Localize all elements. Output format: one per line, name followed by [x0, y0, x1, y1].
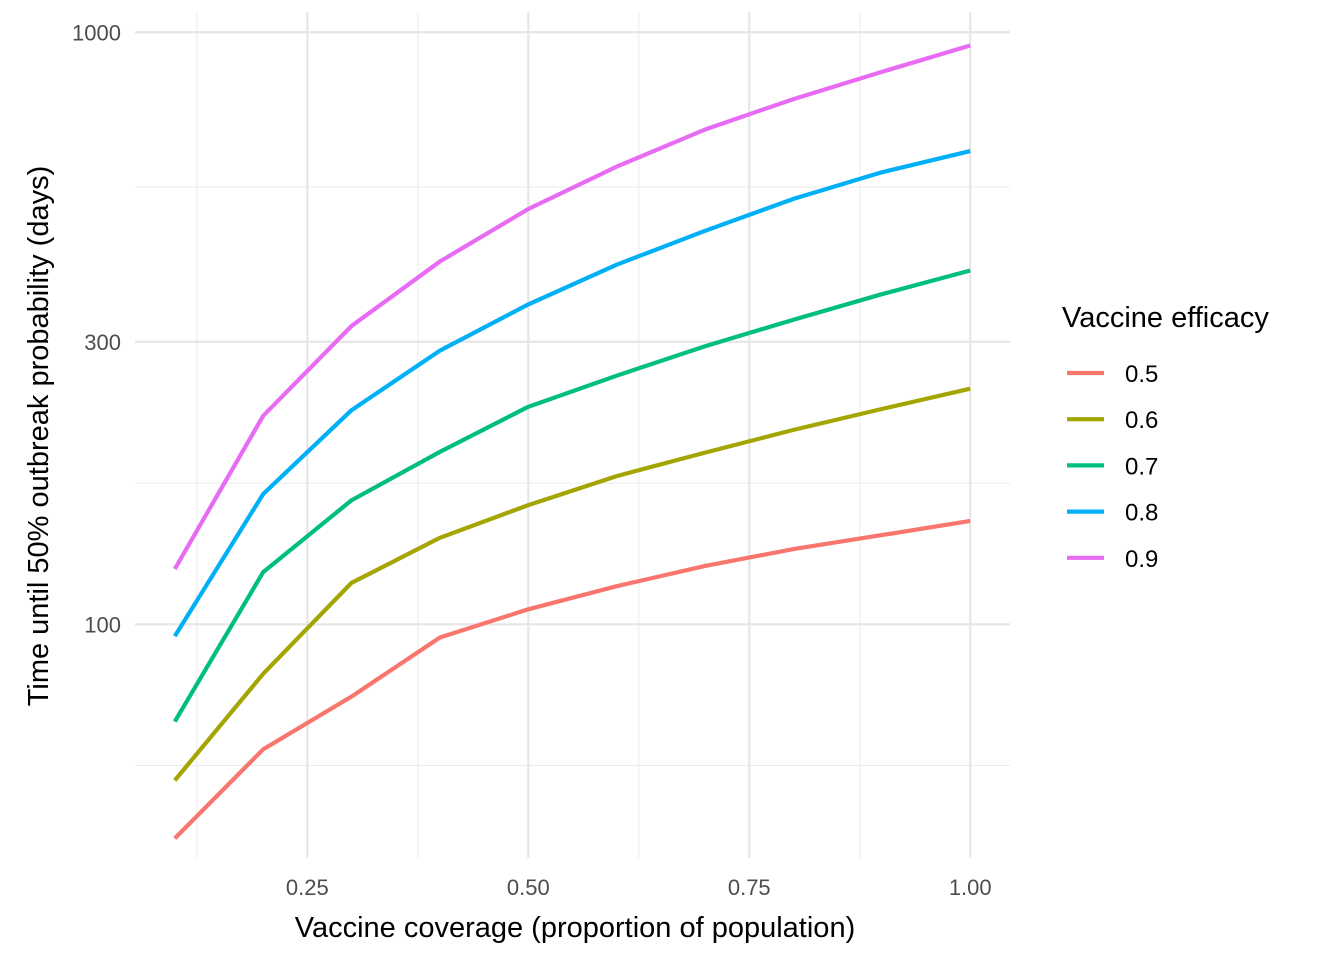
series-line-0-9 — [172, 43, 971, 571]
series-line-0-7 — [172, 268, 971, 723]
series-lines — [172, 43, 971, 840]
grid-minor — [135, 12, 1010, 858]
series-line-0-8 — [173, 149, 971, 638]
x-tick-label: 1.00 — [949, 875, 992, 900]
legend-label: 0.7 — [1125, 453, 1158, 480]
y-axis-title: Time until 50% outbreak probability (day… — [23, 166, 55, 707]
legend-items: 0.5 0.6 0.7 0.8 0.9 — [1067, 361, 1158, 573]
x-axis-title: Vaccine coverage (proportion of populati… — [295, 912, 855, 944]
x-tick-label: 0.25 — [286, 875, 329, 900]
grid-major — [135, 12, 1010, 858]
legend-label: 0.9 — [1125, 546, 1158, 573]
y-tick-label: 100 — [84, 612, 121, 637]
x-tick-label: 0.75 — [728, 875, 771, 900]
x-tick-label: 0.50 — [507, 875, 550, 900]
legend: Vaccine efficacy 0.5 0.6 0.7 0.8 0.9 — [1062, 302, 1269, 573]
x-tick-labels: 0.25 0.50 0.75 1.00 — [286, 875, 992, 900]
y-tick-label: 1000 — [72, 20, 121, 45]
y-tick-labels: 100 300 1000 — [72, 20, 121, 637]
series-line-0-5 — [173, 518, 971, 840]
y-tick-label: 300 — [84, 330, 121, 355]
legend-label: 0.6 — [1125, 407, 1158, 434]
legend-label: 0.5 — [1125, 361, 1158, 388]
legend-label: 0.8 — [1125, 500, 1158, 527]
series-line-0-6 — [173, 386, 971, 782]
legend-title: Vaccine efficacy — [1062, 302, 1269, 334]
